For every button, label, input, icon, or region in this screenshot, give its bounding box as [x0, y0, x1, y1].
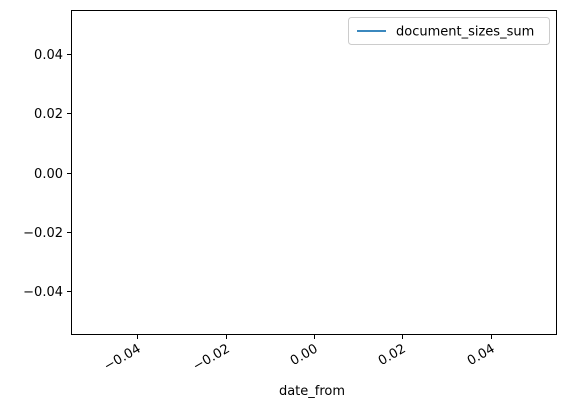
legend-box — [348, 17, 550, 45]
y-tick-label: 0.00 — [34, 167, 63, 182]
plot-area — [71, 10, 557, 335]
y-tick-label: −0.04 — [23, 285, 63, 300]
plot-frame — [71, 10, 557, 335]
legend: document_sizes_sum — [348, 17, 550, 45]
y-tick-label: 0.02 — [34, 107, 63, 122]
y-tick-label: 0.04 — [34, 48, 63, 63]
x-axis-label: date_from — [279, 384, 345, 399]
y-tick-label: −0.02 — [23, 226, 63, 241]
y-axis: −0.04 −0.02 0.00 0.02 0.04 — [23, 48, 71, 300]
legend-label-document-sizes-sum: document_sizes_sum — [396, 25, 534, 40]
